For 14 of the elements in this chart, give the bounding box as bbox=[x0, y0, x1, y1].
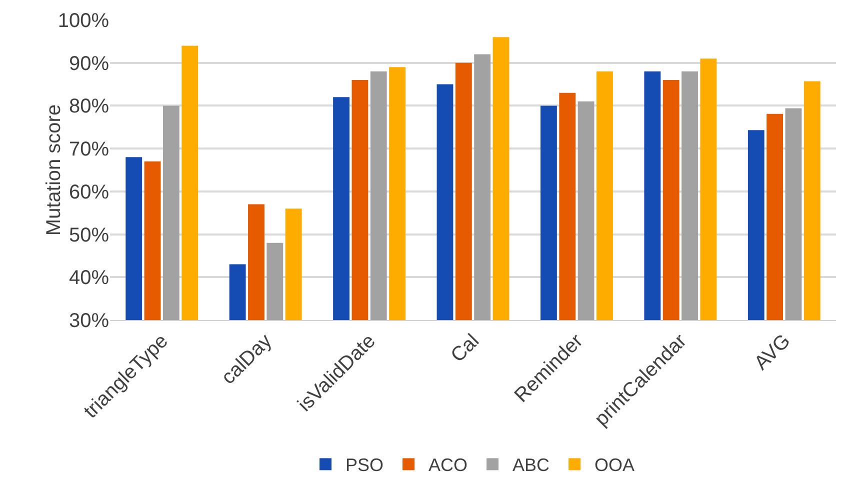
legend-label: ABC bbox=[512, 455, 550, 476]
y-tick-label: 40% bbox=[68, 267, 110, 290]
y-tick-label: 100% bbox=[58, 10, 110, 32]
legend-label: ACO bbox=[428, 455, 468, 476]
y-tick-label: 60% bbox=[68, 181, 110, 204]
y-tick-label: 50% bbox=[68, 224, 110, 246]
y-axis-title: Mutation score bbox=[43, 104, 65, 236]
legend-label: PSO bbox=[346, 455, 384, 476]
y-tick-label: 90% bbox=[68, 52, 110, 75]
y-tick-label: 70% bbox=[68, 138, 110, 161]
x-tick-label: Cal bbox=[446, 330, 484, 367]
legend-label: OOA bbox=[594, 455, 635, 476]
y-tick-label: 80% bbox=[68, 96, 110, 118]
y-tick-label: 30% bbox=[68, 310, 110, 332]
